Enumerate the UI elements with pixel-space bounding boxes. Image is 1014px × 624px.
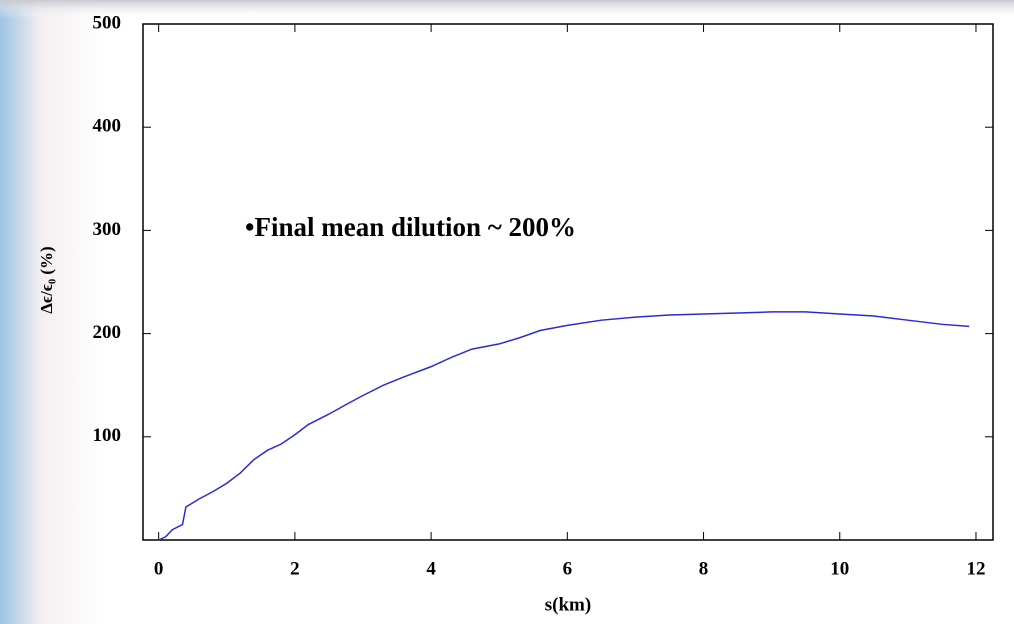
data-line	[158, 311, 970, 541]
y-tick-label: 500	[93, 12, 122, 33]
plot-frame	[142, 23, 994, 541]
x-tick-label: 12	[966, 558, 985, 579]
y-tick-label: 300	[93, 219, 122, 240]
annotation: •Final mean dilution ~ 200%	[245, 212, 576, 242]
x-tick-label: 10	[830, 558, 849, 579]
y-axis-label: Δϵ/ϵ₀ (%)	[37, 246, 56, 313]
x-tick-label: 2	[290, 558, 300, 579]
x-tick-label: 0	[154, 558, 164, 579]
y-tick-label: 100	[93, 425, 122, 446]
x-axis-label: s(km)	[545, 594, 591, 615]
x-tick-label: 4	[426, 558, 436, 579]
y-tick-label: 400	[93, 116, 122, 137]
y-tick-label: 200	[93, 322, 122, 343]
x-tick-label: 6	[563, 558, 573, 579]
x-tick-label: 8	[699, 558, 709, 579]
